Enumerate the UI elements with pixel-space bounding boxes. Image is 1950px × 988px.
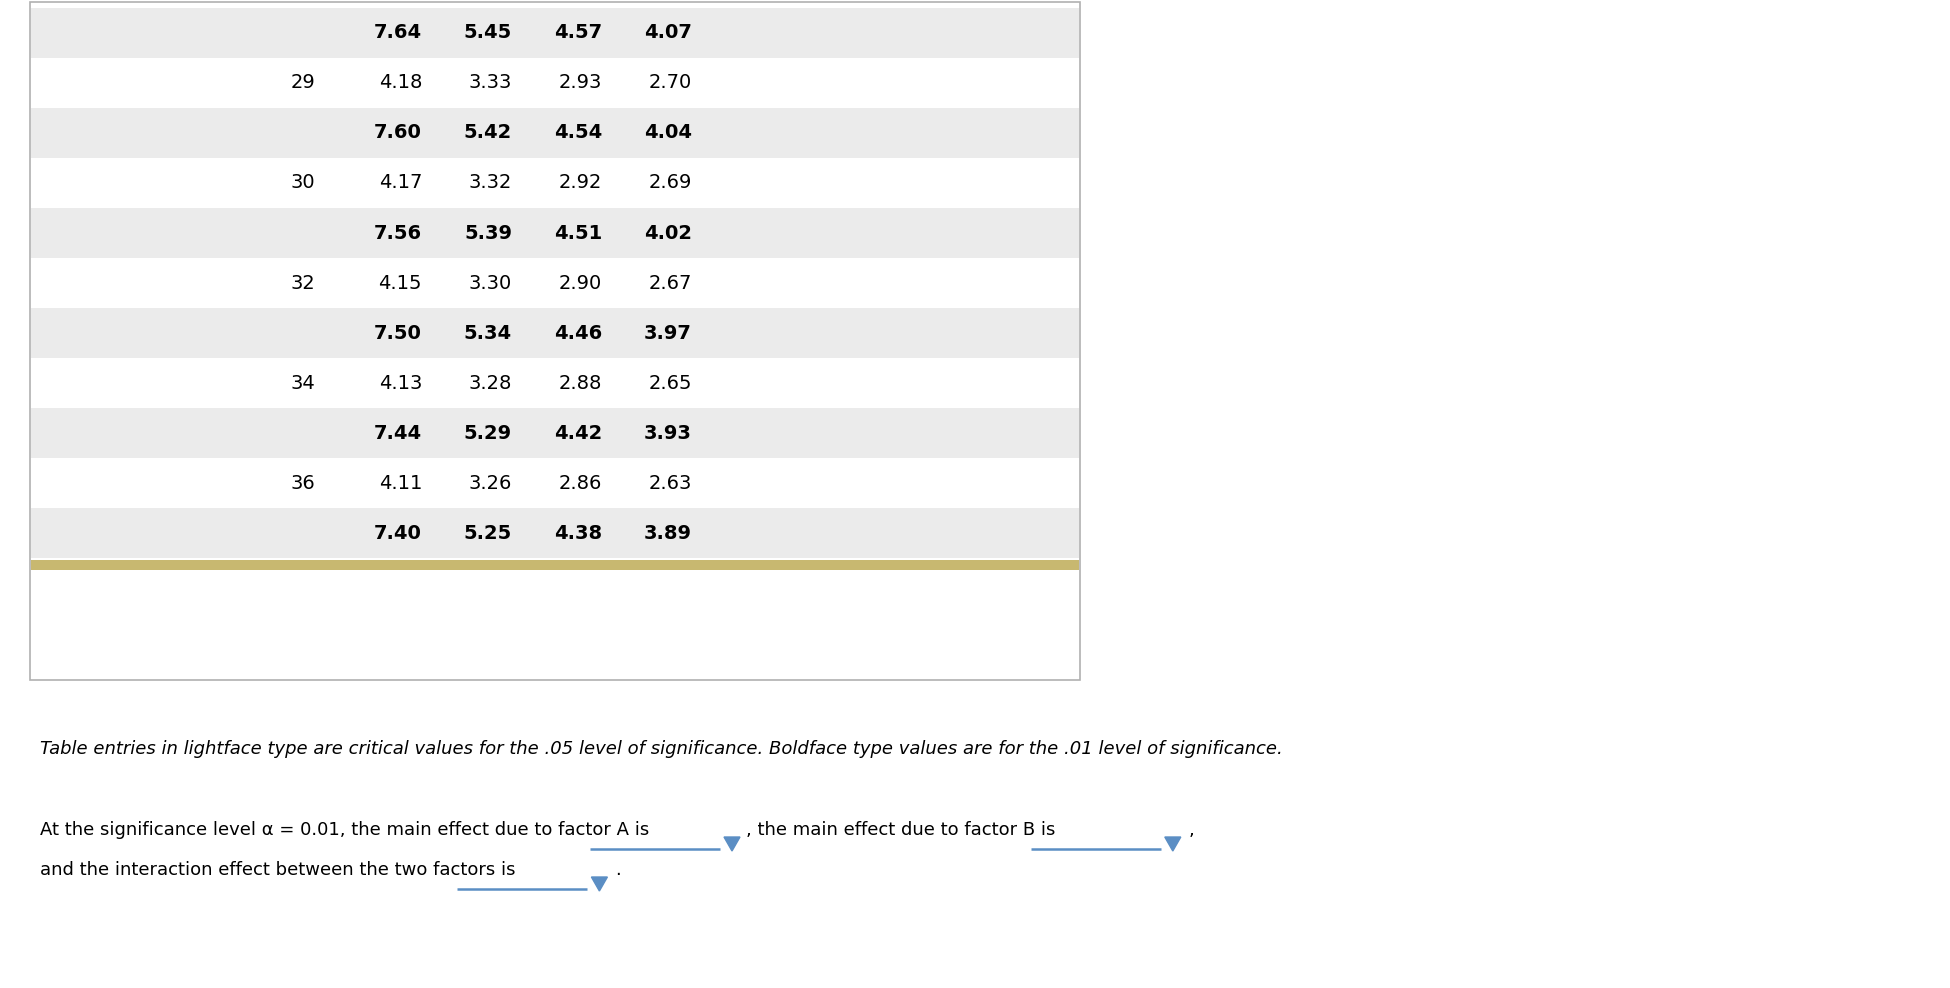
Text: 2.67: 2.67 bbox=[649, 274, 692, 292]
Text: 2.92: 2.92 bbox=[558, 174, 603, 193]
Text: 2.90: 2.90 bbox=[560, 274, 603, 292]
Text: 2.70: 2.70 bbox=[649, 73, 692, 93]
Text: 3.28: 3.28 bbox=[468, 373, 513, 392]
Text: 2.86: 2.86 bbox=[558, 473, 603, 492]
Text: 3.93: 3.93 bbox=[644, 424, 692, 443]
Text: 4.38: 4.38 bbox=[554, 524, 603, 542]
Text: 4.42: 4.42 bbox=[554, 424, 603, 443]
Text: 3.30: 3.30 bbox=[468, 274, 513, 292]
Text: 7.40: 7.40 bbox=[374, 524, 421, 542]
Text: 4.15: 4.15 bbox=[378, 274, 421, 292]
Text: 2.93: 2.93 bbox=[558, 73, 603, 93]
Text: Table entries in lightface type are critical values for the .05 level of signifi: Table entries in lightface type are crit… bbox=[41, 740, 1283, 758]
Text: 4.54: 4.54 bbox=[554, 124, 603, 142]
Text: 4.07: 4.07 bbox=[644, 24, 692, 42]
Text: At the significance level α = 0.01, the main effect due to factor A is: At the significance level α = 0.01, the … bbox=[41, 821, 649, 839]
Bar bbox=[31, 208, 1078, 258]
Text: .: . bbox=[616, 861, 622, 879]
Text: 4.02: 4.02 bbox=[644, 223, 692, 242]
Bar bbox=[31, 8, 1078, 58]
Text: ,: , bbox=[1190, 821, 1195, 839]
Polygon shape bbox=[591, 877, 606, 891]
Text: 36: 36 bbox=[291, 473, 316, 492]
Text: 4.13: 4.13 bbox=[378, 373, 421, 392]
Text: 2.63: 2.63 bbox=[649, 473, 692, 492]
Text: 5.34: 5.34 bbox=[464, 323, 513, 343]
Text: 5.29: 5.29 bbox=[464, 424, 513, 443]
Text: 7.56: 7.56 bbox=[374, 223, 421, 242]
Text: 7.60: 7.60 bbox=[374, 124, 421, 142]
Bar bbox=[31, 508, 1078, 558]
Bar bbox=[31, 408, 1078, 458]
Text: 4.18: 4.18 bbox=[378, 73, 421, 93]
Text: 2.65: 2.65 bbox=[649, 373, 692, 392]
Text: and the interaction effect between the two factors is: and the interaction effect between the t… bbox=[41, 861, 515, 879]
Text: 29: 29 bbox=[291, 73, 316, 93]
Text: 4.46: 4.46 bbox=[554, 323, 603, 343]
Bar bbox=[31, 560, 1078, 570]
Text: 3.89: 3.89 bbox=[644, 524, 692, 542]
Bar bbox=[31, 308, 1078, 358]
Text: 3.26: 3.26 bbox=[468, 473, 513, 492]
Text: 5.25: 5.25 bbox=[464, 524, 513, 542]
Text: 34: 34 bbox=[291, 373, 316, 392]
Text: 4.57: 4.57 bbox=[554, 24, 603, 42]
Text: 32: 32 bbox=[291, 274, 316, 292]
Text: 3.33: 3.33 bbox=[468, 73, 513, 93]
Text: 2.88: 2.88 bbox=[558, 373, 603, 392]
Polygon shape bbox=[723, 837, 739, 851]
Text: 7.44: 7.44 bbox=[374, 424, 421, 443]
Text: 4.11: 4.11 bbox=[378, 473, 421, 492]
Text: 2.69: 2.69 bbox=[649, 174, 692, 193]
Text: 3.32: 3.32 bbox=[468, 174, 513, 193]
Text: 4.17: 4.17 bbox=[378, 174, 421, 193]
Text: 3.97: 3.97 bbox=[644, 323, 692, 343]
Bar bbox=[29, 2, 1080, 680]
Text: 7.64: 7.64 bbox=[374, 24, 421, 42]
Text: , the main effect due to factor B is: , the main effect due to factor B is bbox=[747, 821, 1055, 839]
Text: 4.51: 4.51 bbox=[554, 223, 603, 242]
Bar bbox=[31, 108, 1078, 158]
Text: 7.50: 7.50 bbox=[374, 323, 421, 343]
Text: 5.39: 5.39 bbox=[464, 223, 513, 242]
Text: 30: 30 bbox=[291, 174, 316, 193]
Polygon shape bbox=[1164, 837, 1182, 851]
Text: 5.42: 5.42 bbox=[464, 124, 513, 142]
Text: 4.04: 4.04 bbox=[644, 124, 692, 142]
Text: 5.45: 5.45 bbox=[464, 24, 513, 42]
